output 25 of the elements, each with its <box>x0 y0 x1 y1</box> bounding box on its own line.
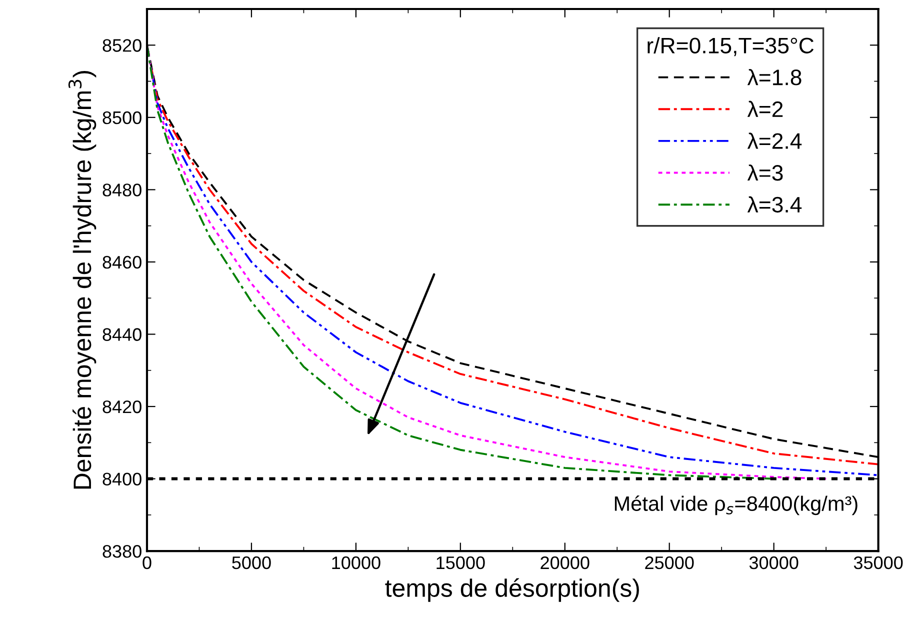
y-tick-label: 8520 <box>102 39 142 52</box>
y-tick-label: 8480 <box>102 184 142 196</box>
x-tick-label: 0 <box>142 556 152 570</box>
legend-label: λ=2.4 <box>747 132 802 149</box>
y-tick-label: 8380 <box>102 544 142 558</box>
y-tick-label: 8420 <box>102 400 142 414</box>
y-tick-label: 8440 <box>102 328 142 341</box>
x-tick-label: 10000 <box>332 556 380 570</box>
x-axis-title: temps de désorption(s) <box>385 578 639 602</box>
x-tick-label: 35000 <box>854 556 903 570</box>
y-tick-label: 8400 <box>102 472 142 486</box>
legend-label: λ=2 <box>747 100 783 117</box>
legend-title: r/R=0.15,T=35°C <box>648 37 814 56</box>
y-tick-label: 8460 <box>102 256 142 269</box>
x-tick-label: 30000 <box>749 556 798 570</box>
y-tick-label: 8500 <box>102 111 142 124</box>
x-tick-label: 15000 <box>436 556 485 570</box>
legend-label: λ=3 <box>747 164 783 181</box>
y-axis-title: Densité moyenne de l'hydrure (kg/m$^{3}$) <box>68 71 96 489</box>
legend-label: λ=1.8 <box>747 68 802 86</box>
x-tick-label: 20000 <box>540 556 590 570</box>
ref-line-label: Métal vide ρ$_{s}$=8400(kg/m³) <box>614 495 858 516</box>
legend-label: λ=3.4 <box>747 196 802 213</box>
x-tick-label: 5000 <box>232 556 271 570</box>
x-tick-label: 25000 <box>645 556 694 570</box>
